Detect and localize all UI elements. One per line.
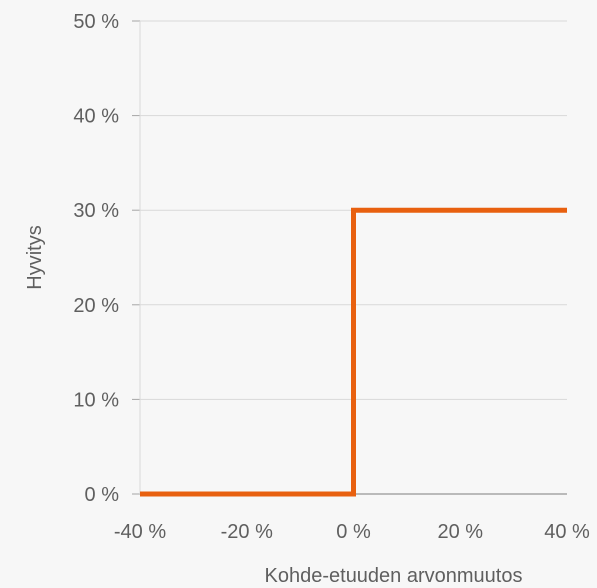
y-tick-label: 30 %	[73, 200, 119, 222]
x-tick-label: 20 %	[437, 521, 483, 543]
series-layer	[140, 207, 567, 497]
tick-labels: 0 % 10 % 20 % 30 % 40 % 50 % -40 % -20 % 0 % 20 %…	[73, 11, 590, 543]
x-tick-label: -40 %	[114, 521, 166, 543]
y-tick-label: 0 %	[85, 484, 120, 506]
gridlines	[132, 20, 567, 495]
y-tick-label: 50 %	[73, 11, 119, 33]
x-axis-title: Kohde-etuuden arvonmuutos	[265, 565, 523, 587]
y-axis-title: Hyvitys	[24, 225, 46, 289]
x-tick-label: 40 %	[544, 521, 590, 543]
x-tick-label: 0 %	[336, 521, 371, 543]
series-line	[140, 207, 567, 497]
x-tick-label: -20 %	[221, 521, 273, 543]
y-tick-label: 40 %	[73, 106, 119, 128]
y-tick-label: 20 %	[73, 295, 119, 317]
y-tick-label: 10 %	[73, 389, 119, 411]
